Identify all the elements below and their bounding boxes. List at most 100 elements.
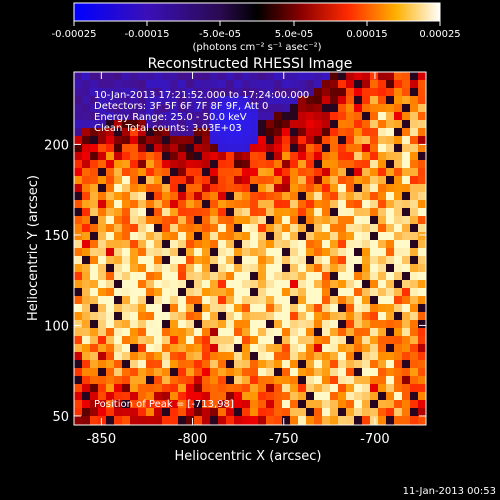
image-pixel (82, 216, 91, 225)
image-pixel (370, 200, 379, 209)
image-pixel (402, 112, 411, 121)
image-pixel (250, 272, 259, 281)
image-pixel (298, 144, 307, 153)
image-pixel (146, 152, 155, 161)
image-pixel (370, 120, 379, 129)
image-pixel (354, 120, 363, 129)
image-pixel (186, 304, 195, 313)
image-pixel (202, 368, 211, 377)
image-pixel (306, 152, 315, 161)
image-pixel (338, 352, 347, 361)
image-pixel (194, 328, 203, 337)
image-pixel (226, 120, 235, 129)
image-pixel (194, 320, 203, 329)
image-pixel (290, 392, 299, 401)
image-pixel (234, 376, 243, 385)
image-pixel (106, 160, 115, 169)
image-pixel (122, 112, 131, 121)
image-pixel (186, 264, 195, 273)
image-pixel (410, 376, 419, 385)
image-pixel (202, 200, 211, 209)
image-pixel (106, 360, 115, 369)
image-pixel (82, 344, 91, 353)
image-pixel (418, 232, 426, 241)
image-pixel (322, 152, 331, 161)
image-pixel (106, 416, 115, 425)
image-pixel (402, 352, 411, 361)
image-pixel (106, 320, 115, 329)
image-pixel (378, 368, 387, 377)
image-pixel (274, 288, 283, 297)
image-pixel (402, 80, 411, 89)
image-pixel (370, 312, 379, 321)
image-pixel (418, 320, 426, 329)
image-pixel (362, 320, 371, 329)
image-pixel (410, 312, 419, 321)
image-pixel (402, 96, 411, 105)
image-pixel (82, 176, 91, 185)
image-pixel (290, 144, 299, 153)
image-pixel (146, 272, 155, 281)
image-pixel (346, 176, 355, 185)
image-pixel (306, 168, 315, 177)
image-pixel (394, 360, 403, 369)
image-pixel (266, 320, 275, 329)
image-pixel (378, 208, 387, 217)
image-pixel (162, 336, 171, 345)
image-pixel (162, 120, 171, 129)
image-pixel (90, 176, 99, 185)
image-pixel (82, 368, 91, 377)
image-pixel (266, 232, 275, 241)
image-pixel (330, 96, 339, 105)
image-pixel (170, 384, 179, 393)
image-pixel (194, 200, 203, 209)
image-pixel (274, 368, 283, 377)
image-pixel (330, 112, 339, 121)
image-pixel (202, 80, 211, 89)
image-pixel (234, 80, 243, 89)
image-pixel (226, 232, 235, 241)
image-pixel (370, 96, 379, 105)
image-pixel (234, 192, 243, 201)
image-pixel (346, 264, 355, 273)
image-pixel (210, 368, 219, 377)
image-pixel (298, 280, 307, 289)
image-pixel (234, 96, 243, 105)
image-pixel (266, 312, 275, 321)
image-pixel (402, 328, 411, 337)
image-pixel (106, 384, 115, 393)
image-pixel (242, 232, 251, 241)
image-pixel (154, 120, 163, 129)
image-pixel (178, 96, 187, 105)
image-pixel (106, 112, 115, 121)
image-pixel (234, 216, 243, 225)
image-pixel (338, 136, 347, 145)
image-pixel (322, 208, 331, 217)
image-pixel (314, 304, 323, 313)
image-pixel (394, 416, 403, 425)
image-pixel (82, 232, 91, 241)
image-pixel (266, 368, 275, 377)
image-pixel (234, 184, 243, 193)
image-pixel (178, 136, 187, 145)
image-pixel (250, 96, 259, 105)
image-pixel (250, 376, 259, 385)
image-pixel (410, 160, 419, 169)
image-pixel (362, 112, 371, 121)
image-pixel (306, 352, 315, 361)
image-pixel (314, 328, 323, 337)
image-pixel (330, 264, 339, 273)
image-pixel (314, 280, 323, 289)
image-pixel (370, 144, 379, 153)
image-pixel (386, 200, 395, 209)
image-pixel (226, 280, 235, 289)
image-pixel (210, 248, 219, 257)
image-pixel (378, 416, 387, 425)
image-pixel (250, 160, 259, 169)
image-pixel (338, 376, 347, 385)
image-pixel (362, 240, 371, 249)
image-pixel (194, 416, 203, 425)
image-pixel (146, 208, 155, 217)
image-pixel (322, 280, 331, 289)
image-pixel (362, 104, 371, 113)
